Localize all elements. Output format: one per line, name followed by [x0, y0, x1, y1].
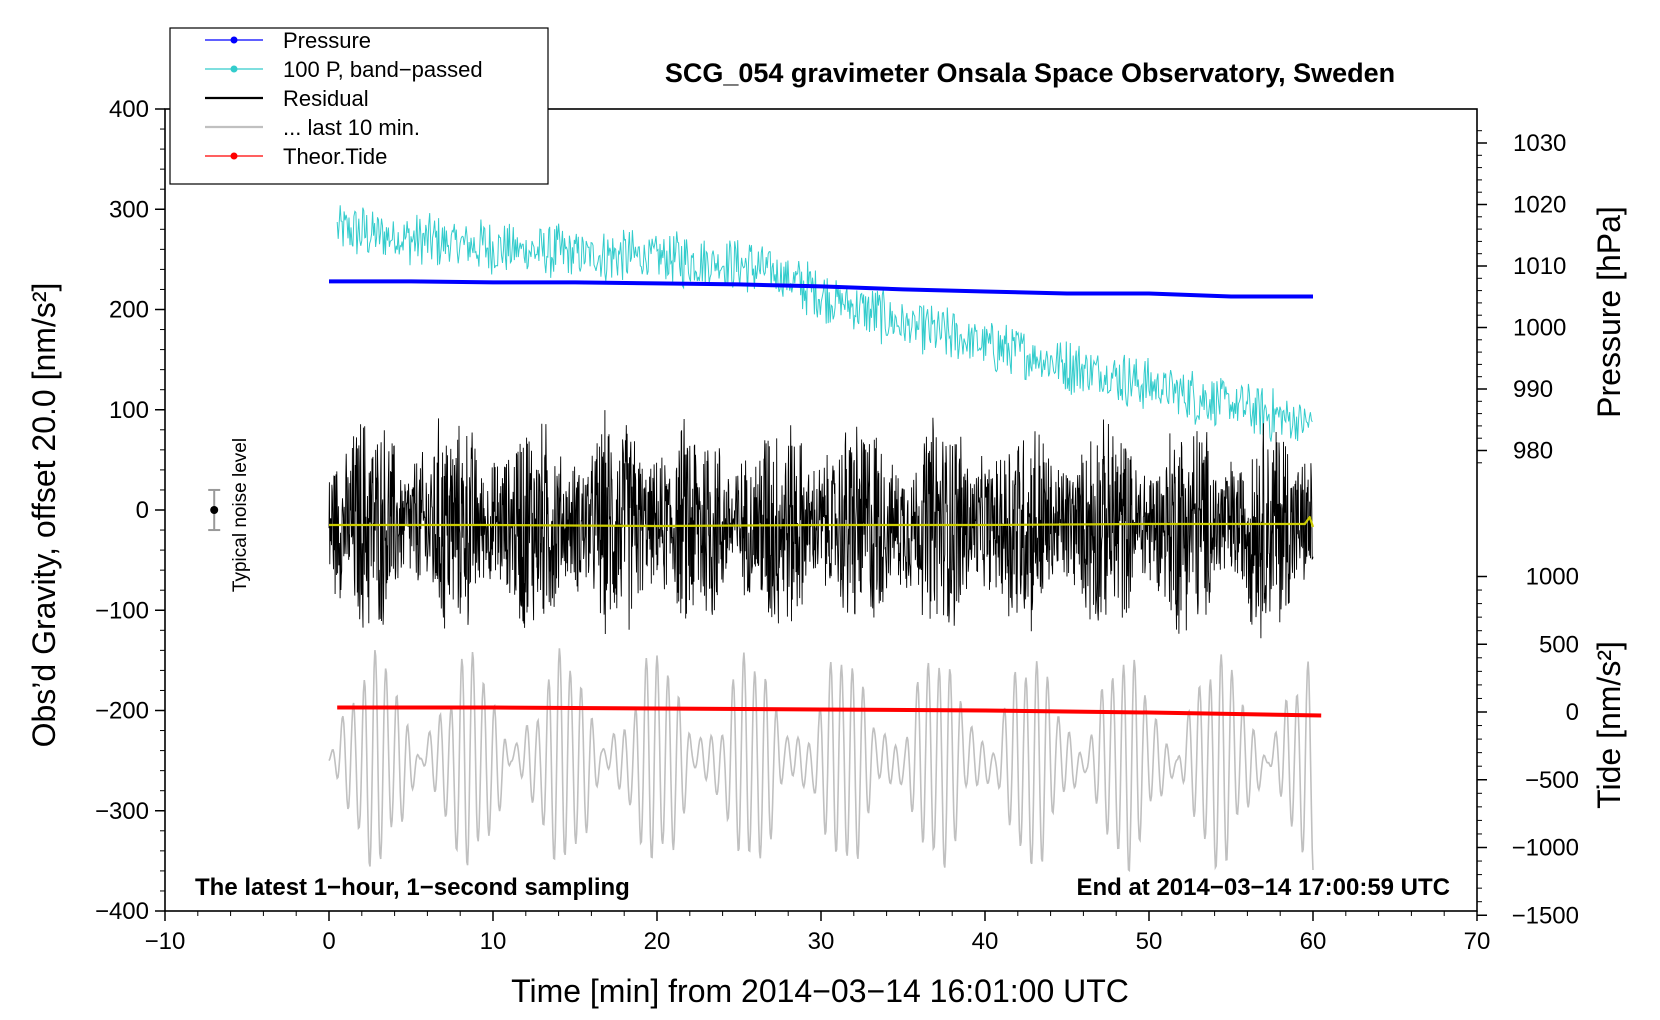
- y-axis-title-left: Obs’d Gravity, offset 20.0 [nm/s²]: [26, 283, 62, 748]
- series-residual-mean: [329, 515, 1315, 528]
- legend-label: Pressure: [283, 28, 371, 53]
- x-tick-label: 0: [322, 928, 335, 955]
- axes-layer: −10 0 10 20 30 40 50 60 704003002001000−100−200−…: [95, 96, 1579, 955]
- x-tick-label: 50: [1136, 928, 1163, 955]
- y-left-tick-label: 0: [136, 497, 149, 524]
- tide-tick-label: 0: [1566, 699, 1579, 726]
- legend-swatch-marker: [230, 152, 238, 160]
- x-tick-label: 60: [1300, 928, 1327, 955]
- series-residual: [328, 410, 1314, 639]
- y-left-tick-label: −400: [95, 898, 149, 925]
- x-tick-label: 10: [480, 928, 507, 955]
- tide-tick-label: −1000: [1512, 835, 1579, 862]
- series-pressure: [329, 279, 1313, 299]
- y-left-tick-label: 200: [109, 297, 149, 324]
- pressure-tick-label: 990: [1513, 376, 1553, 403]
- noise-bar-point: [210, 506, 219, 514]
- pressure-tick-label: 1010: [1513, 253, 1566, 280]
- series-theoretical-tide: [337, 705, 1322, 718]
- noise-level-label: Typical noise level: [230, 438, 251, 592]
- legend-swatch-marker: [230, 36, 238, 44]
- annotation-bottom-left: The latest 1−hour, 1−second sampling: [195, 874, 630, 901]
- y-left-tick-label: −100: [95, 597, 149, 624]
- y-axis-title-tide: Tide [nm/s²]: [1591, 641, 1627, 809]
- x-tick-label: 40: [972, 928, 999, 955]
- legend-label: Theor.Tide: [283, 144, 387, 169]
- x-tick-label: 70: [1464, 928, 1491, 955]
- pressure-tick-label: 1000: [1513, 315, 1566, 342]
- x-tick-label: 20: [644, 928, 671, 955]
- x-tick-label: 30: [808, 928, 835, 955]
- legend-label: 100 P, band−passed: [283, 57, 483, 82]
- series-last-10-min: [328, 648, 1314, 873]
- legend: Pressure 100 P, band−passed Residual ... la…: [169, 27, 549, 185]
- chart-title: SCG_054 gravimeter Onsala Space Observat…: [665, 58, 1395, 88]
- tide-tick-label: −1500: [1512, 902, 1579, 929]
- x-axis-title: Time [min] from 2014−03−14 16:01:00 UTC: [511, 973, 1129, 1009]
- tide-tick-label: 500: [1539, 631, 1579, 658]
- y-left-tick-label: −300: [95, 798, 149, 825]
- tide-tick-label: −500: [1525, 767, 1579, 794]
- legend-label: Residual: [283, 86, 369, 111]
- y-left-tick-label: 400: [109, 96, 149, 123]
- legend-swatch-marker: [230, 65, 238, 73]
- series-layer: [208, 205, 1322, 873]
- pressure-tick-label: 1030: [1513, 130, 1566, 157]
- y-left-tick-label: −200: [95, 698, 149, 725]
- pressure-tick-label: 980: [1513, 438, 1553, 465]
- pressure-tick-label: 1020: [1513, 192, 1566, 219]
- legend-label: ... last 10 min.: [283, 115, 420, 140]
- tide-tick-label: 1000: [1526, 564, 1579, 591]
- y-left-tick-label: 300: [109, 196, 149, 223]
- noise-level-bar: [208, 488, 221, 532]
- x-tick-label: −10: [145, 928, 186, 955]
- y-axis-title-pressure: Pressure [hPa]: [1591, 206, 1627, 418]
- y-left-tick-label: 100: [109, 397, 149, 424]
- annotation-bottom-right: End at 2014−03−14 17:00:59 UTC: [1076, 874, 1450, 901]
